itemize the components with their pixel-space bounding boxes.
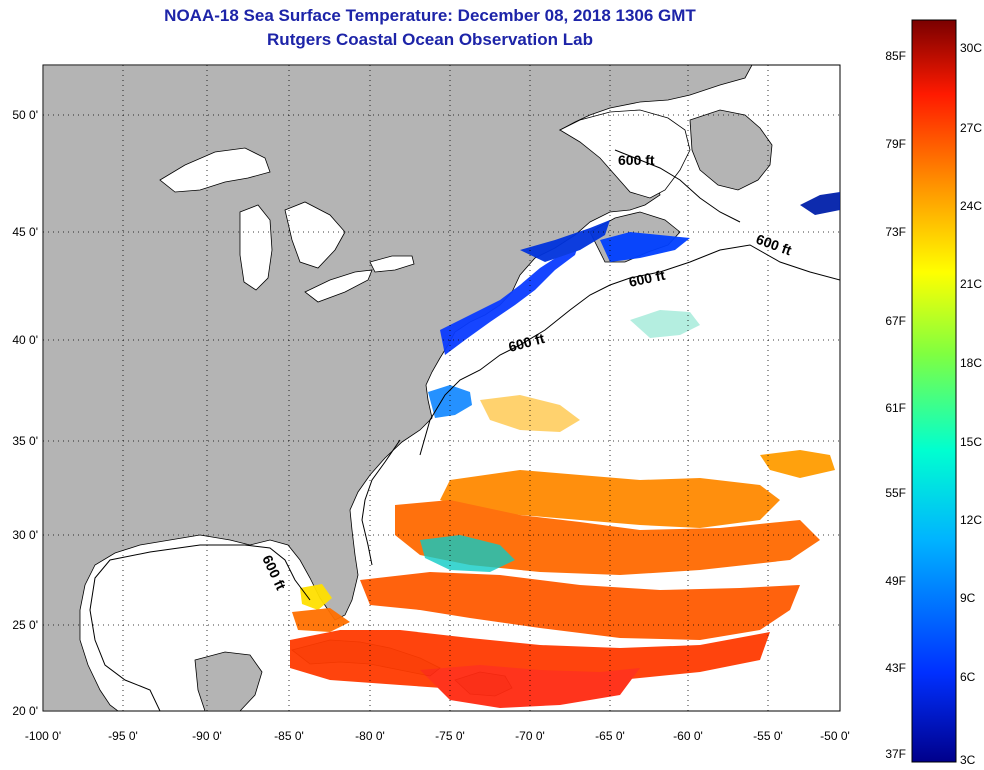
yucatan-land <box>194 651 263 711</box>
lat-label: 30 0' <box>12 528 38 542</box>
lat-label: 40 0' <box>12 333 38 347</box>
lon-label: -60 0' <box>673 729 703 743</box>
lon-label: -50 0' <box>820 729 850 743</box>
cb-f-label: 55F <box>885 486 906 500</box>
cb-f-label: 49F <box>885 574 906 588</box>
lat-label: 20 0' <box>12 704 38 718</box>
lon-label: -75 0' <box>435 729 465 743</box>
colorbar <box>911 19 957 763</box>
contour-label-1: 600 ft <box>618 152 655 168</box>
cb-f-label: 79F <box>885 137 906 151</box>
cb-f-label: 61F <box>885 401 906 415</box>
cb-c-label: 9C <box>960 591 976 605</box>
lon-label: -80 0' <box>355 729 385 743</box>
cb-c-label: 30C <box>960 41 982 55</box>
lake-superior <box>159 147 271 193</box>
map-title: NOAA-18 Sea Surface Temperature: Decembe… <box>164 6 696 25</box>
lake-michigan <box>239 204 273 291</box>
lake-huron <box>284 201 346 269</box>
newfoundland-land <box>689 109 773 191</box>
latitude-labels: 50 0' 45 0' 40 0' 35 0' 30 0' 25 0' 20 0… <box>12 108 38 718</box>
colorbar-celsius-labels: 30C 27C 24C 21C 18C 15C 12C 9C 6C 3C <box>960 41 982 767</box>
cb-c-label: 15C <box>960 435 982 449</box>
cb-c-label: 18C <box>960 356 982 370</box>
lat-label: 35 0' <box>12 434 38 448</box>
cb-c-label: 12C <box>960 513 982 527</box>
colorbar-fahrenheit-labels: 85F 79F 73F 67F 61F 55F 49F 43F 37F <box>885 49 906 761</box>
cb-c-label: 3C <box>960 753 976 767</box>
lon-label: -85 0' <box>274 729 304 743</box>
cb-c-label: 6C <box>960 670 976 684</box>
cb-c-label: 21C <box>960 277 982 291</box>
cb-f-label: 67F <box>885 314 906 328</box>
lat-label: 50 0' <box>12 108 38 122</box>
cb-c-label: 27C <box>960 121 982 135</box>
lake-ontario <box>369 255 415 273</box>
lon-label: -70 0' <box>515 729 545 743</box>
lon-label: -95 0' <box>108 729 138 743</box>
cb-c-label: 24C <box>960 199 982 213</box>
cb-f-label: 43F <box>885 661 906 675</box>
map-subtitle: Rutgers Coastal Ocean Observation Lab <box>267 30 593 49</box>
cb-f-label: 73F <box>885 225 906 239</box>
lon-label: -100 0' <box>25 729 61 743</box>
isobath-600ft <box>89 149 840 711</box>
lon-label: -55 0' <box>753 729 783 743</box>
longitude-labels: -100 0' -95 0' -90 0' -85 0' -80 0' -75 … <box>25 729 850 743</box>
lat-label: 25 0' <box>12 618 38 632</box>
contour-label-3: 600 ft <box>627 267 666 290</box>
lon-label: -65 0' <box>595 729 625 743</box>
cb-f-label: 85F <box>885 49 906 63</box>
lat-label: 45 0' <box>12 225 38 239</box>
cb-f-label: 37F <box>885 747 906 761</box>
lon-label: -90 0' <box>192 729 222 743</box>
